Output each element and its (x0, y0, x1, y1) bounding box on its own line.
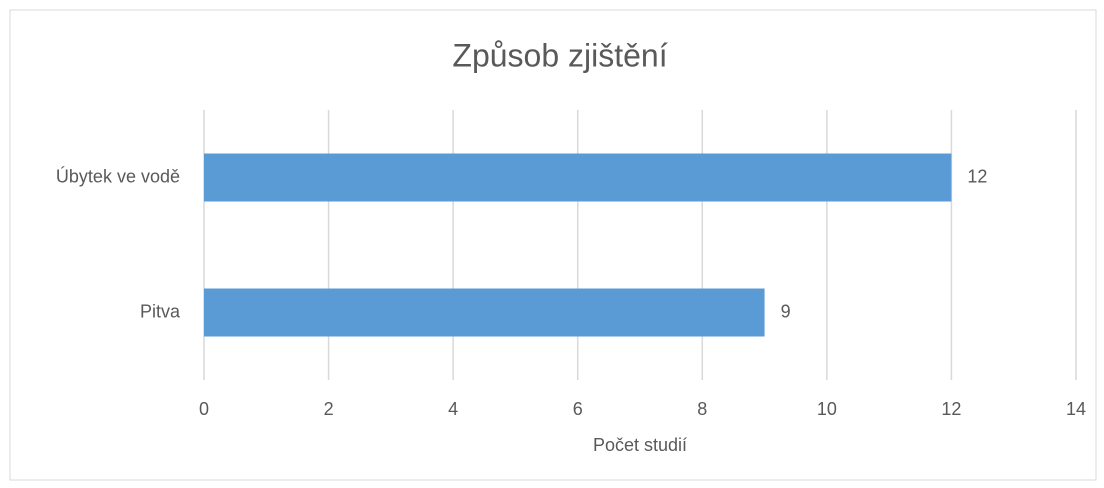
data-label: 9 (781, 301, 791, 321)
x-tick-label: 14 (1066, 399, 1086, 419)
x-axis-label: Počet studií (593, 435, 687, 455)
x-tick-label: 8 (697, 399, 707, 419)
chart-title: Způsob zjištění (452, 37, 667, 73)
y-tick-label: Úbytek ve vodě (56, 165, 180, 186)
x-tick-label: 0 (199, 399, 209, 419)
data-label: 12 (967, 166, 987, 186)
bar (204, 288, 765, 337)
bar (204, 153, 952, 202)
x-tick-label: 2 (324, 399, 334, 419)
chart-border (9, 9, 1097, 481)
x-tick-label: 4 (448, 399, 458, 419)
y-tick-label: Pitva (140, 301, 181, 321)
x-tick-label: 12 (941, 399, 961, 419)
x-tick-label: 10 (817, 399, 837, 419)
x-tick-label: 6 (573, 399, 583, 419)
